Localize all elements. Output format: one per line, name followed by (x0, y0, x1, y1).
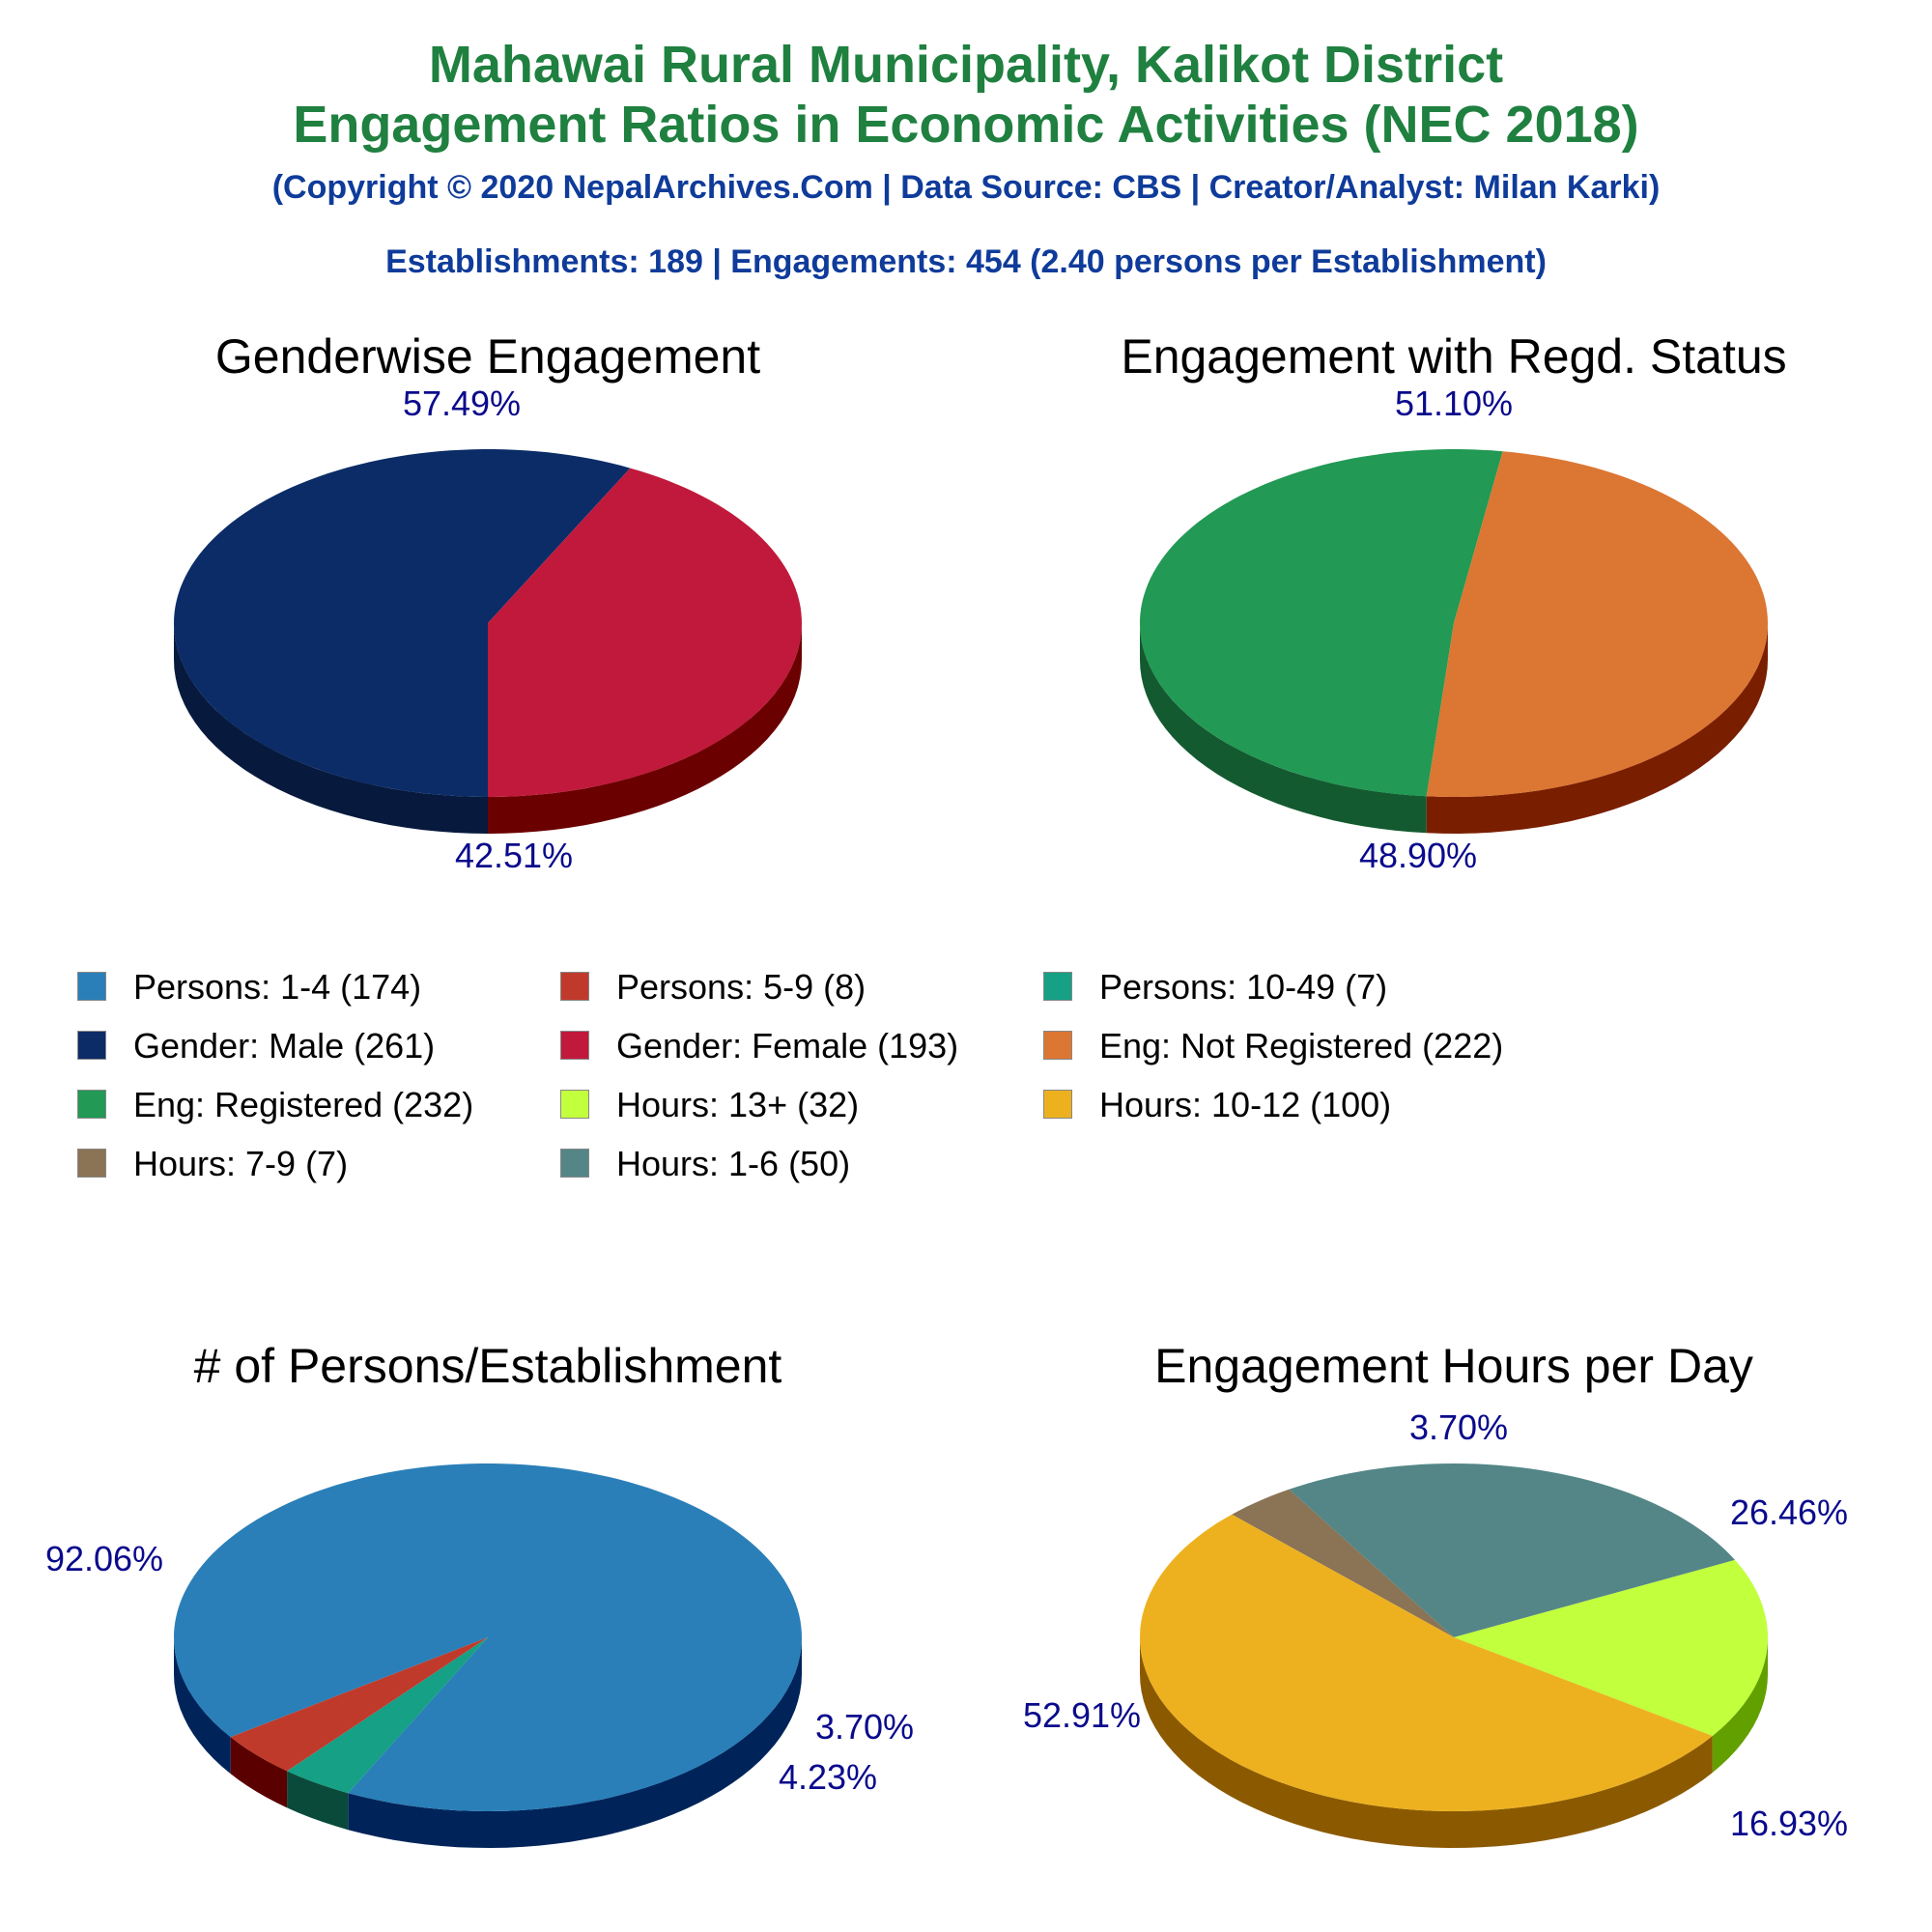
chart-title-gender: Genderwise Engagement (214, 329, 761, 384)
pie-side-1-0 (1140, 623, 1427, 834)
pie-slice-1-0 (1140, 449, 1503, 797)
legend-swatch (1043, 1090, 1072, 1119)
pie-label-3-2: 16.93% (1730, 1804, 1848, 1843)
title-line-2: Engagement Ratios in Economic Activities… (293, 96, 1639, 154)
chart-title-registration: Engagement with Regd. Status (1121, 329, 1787, 384)
pie-slice-0-0 (174, 449, 631, 797)
title-line-1: Mahawai Rural Municipality, Kalikot Dist… (428, 36, 1504, 94)
pie-side-3-3 (1140, 1637, 1713, 1848)
pie-chart-2: 92.06% 3.70% 4.23% (45, 1463, 914, 1848)
pie-slice-1-1 (1426, 451, 1768, 797)
legend-swatch (77, 972, 106, 1001)
pie-slice-0-1 (488, 468, 802, 797)
pie-side-1-1 (1426, 623, 1768, 834)
pie-side-2-0 (348, 1637, 802, 1848)
legend-swatch (1043, 1031, 1072, 1060)
pie-slice-3-2 (1454, 1559, 1768, 1736)
chart-title-persons: # of Persons/Establishment (193, 1339, 782, 1393)
pie-chart-3: 3.70% 26.46% 16.93% 52.91% (1023, 1407, 1848, 1848)
legend-swatch (77, 1031, 106, 1060)
pie-slice-3-1 (1289, 1463, 1735, 1637)
pie-slice-3-0 (1232, 1489, 1454, 1637)
pie-chart-1: 51.10% 48.90% (1140, 384, 1768, 875)
pie-label-2-2: 4.23% (779, 1757, 877, 1797)
legend-swatch (77, 1149, 106, 1178)
pie-side-2-2 (230, 1737, 288, 1808)
pie-slice-3-3 (1140, 1514, 1713, 1811)
pie-label-3-0: 3.70% (1409, 1407, 1508, 1447)
pie-label-0-0: 57.49% (403, 384, 521, 423)
pie-label-2-0: 92.06% (45, 1539, 163, 1578)
pie-side-0-0 (174, 623, 488, 834)
pie-slice-2-1 (287, 1637, 488, 1794)
pie-label-1-0: 51.10% (1395, 384, 1513, 423)
pie-side-2-0 (174, 1637, 231, 1775)
pie-label-2-1: 3.70% (815, 1707, 914, 1747)
summary-line: Establishments: 189 | Engagements: 454 (… (385, 243, 1547, 280)
pie-slice-2-2 (230, 1637, 489, 1772)
copyright-line: (Copyright © 2020 NepalArchives.Com | Da… (271, 169, 1661, 206)
chart-title-hours: Engagement Hours per Day (1154, 1339, 1753, 1393)
legend-swatch (560, 1031, 589, 1060)
legend-swatch (77, 1090, 106, 1119)
pie-chart-0: 57.49% 42.51% (174, 384, 802, 875)
legend-swatch (560, 1149, 589, 1178)
pie-side-2-1 (287, 1771, 349, 1831)
pie-side-0-1 (488, 623, 802, 834)
legend-swatch (1043, 972, 1072, 1001)
pie-label-0-1: 42.51% (455, 836, 573, 875)
pie-side-3-2 (1712, 1637, 1768, 1773)
pie-label-1-1: 48.90% (1359, 836, 1477, 875)
pie-label-3-1: 26.46% (1730, 1492, 1848, 1532)
legend-swatch (560, 972, 589, 1001)
pie-label-3-3: 52.91% (1023, 1695, 1141, 1735)
legend-swatch (560, 1090, 589, 1119)
